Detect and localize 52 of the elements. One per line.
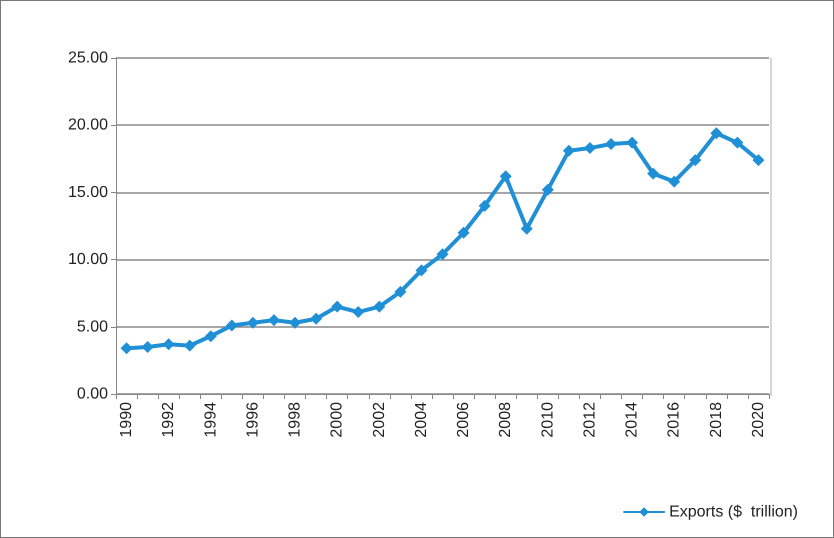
x-tick-label: 2016 [666, 402, 683, 438]
point [373, 300, 386, 313]
x-tick-label: 2004 [412, 402, 430, 438]
x-tick-label: 1998 [286, 402, 304, 438]
point [331, 300, 344, 313]
point [731, 136, 744, 149]
point [415, 264, 428, 276]
point [752, 154, 764, 166]
point [626, 136, 638, 149]
point [204, 330, 217, 342]
point [458, 226, 470, 239]
x-tick-label: 2018 [708, 402, 725, 438]
x-tick-label: 2000 [328, 402, 346, 438]
point [500, 170, 512, 182]
point [246, 316, 259, 329]
point [562, 144, 575, 157]
x-tick-label: 1992 [160, 402, 178, 438]
point [584, 142, 596, 154]
x-tick-label: 2002 [370, 402, 388, 438]
point [268, 314, 280, 326]
y-tick-label: 25.00 [68, 50, 108, 66]
x-tick-label: 2008 [497, 402, 514, 438]
y-tick-label: 0.00 [76, 386, 108, 402]
point [142, 340, 154, 353]
point [542, 184, 554, 196]
point [647, 168, 660, 180]
x-tick-label: 2012 [581, 402, 598, 438]
x-tick-label: 1996 [244, 402, 262, 438]
point [394, 286, 406, 298]
point [436, 248, 448, 260]
point [289, 316, 302, 329]
y-tick-label: 10.00 [68, 251, 108, 268]
point [520, 222, 533, 235]
point [184, 340, 196, 352]
point [162, 338, 175, 350]
x-tick-label: 2006 [455, 402, 472, 438]
point [226, 319, 238, 332]
x-tick-label: 2010 [539, 402, 556, 438]
point [478, 200, 491, 212]
x-tick-label: 2014 [624, 402, 641, 438]
x-tick-label: 1994 [202, 402, 220, 438]
point [710, 127, 722, 140]
y-tick-label: 20.00 [68, 116, 108, 134]
legend-label: Exports ($ trillion) [669, 504, 798, 520]
point [689, 154, 702, 166]
point [310, 312, 322, 325]
y-tick-label: 15.00 [68, 184, 108, 201]
point [352, 306, 364, 318]
point [668, 176, 680, 188]
x-tick-label: 1990 [118, 402, 136, 438]
y-tick-label: 5.00 [76, 318, 108, 336]
x-tick-label: 2020 [750, 402, 767, 438]
